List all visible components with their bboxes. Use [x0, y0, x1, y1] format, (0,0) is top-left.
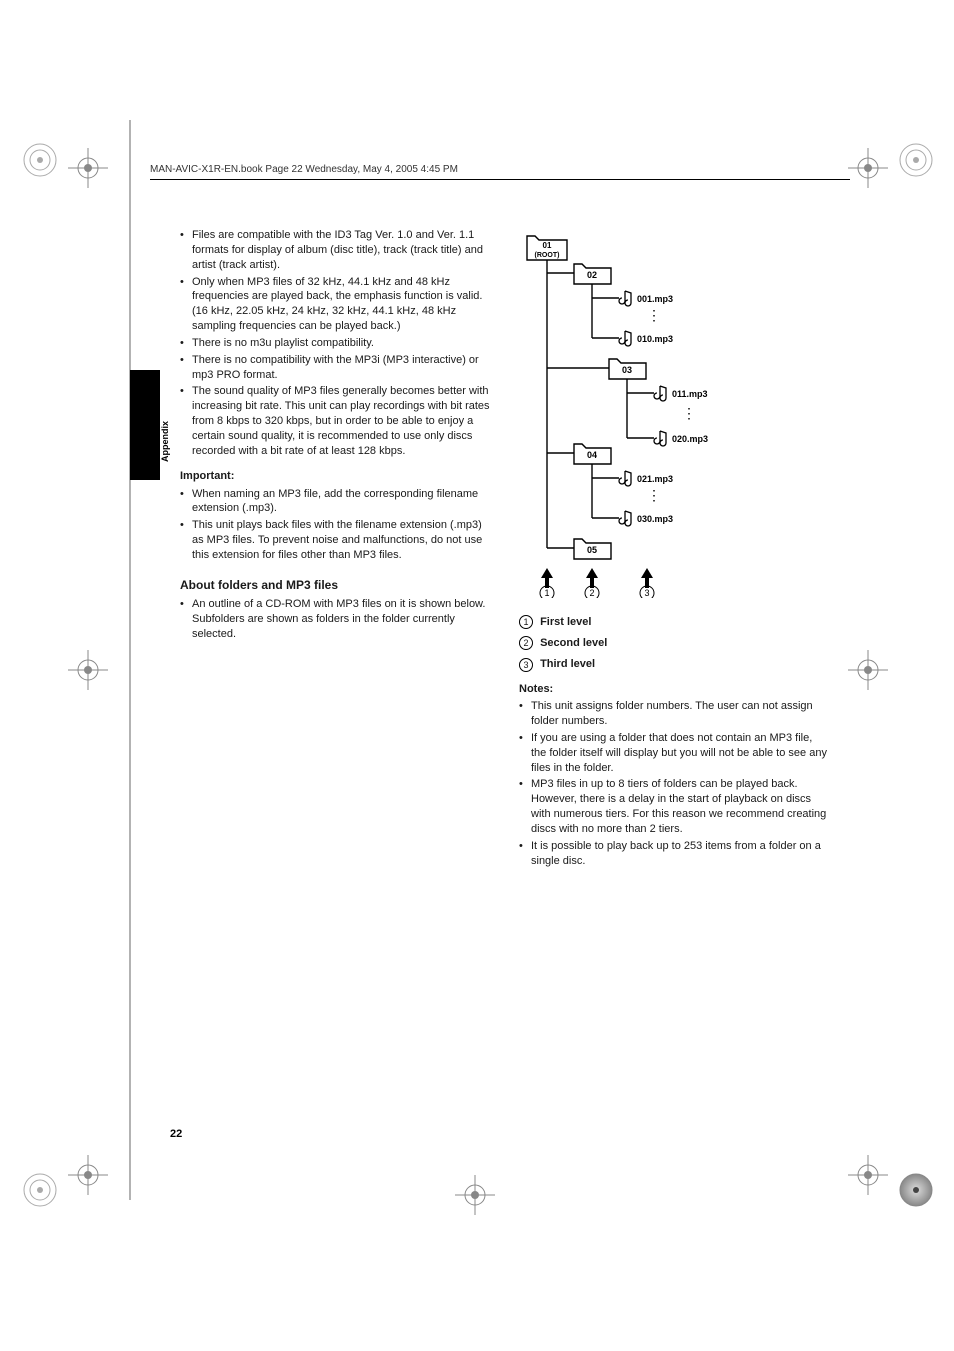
svg-text:011.mp3: 011.mp3	[672, 389, 708, 399]
svg-text:⋮: ⋮	[682, 405, 696, 421]
legend-num-3: 3	[519, 658, 533, 672]
svg-text:021.mp3: 021.mp3	[637, 474, 673, 484]
diagram-root-line2: (ROOT)	[535, 252, 560, 259]
list-item: This unit plays back files with the file…	[180, 518, 491, 563]
crop-mark-ml	[68, 650, 108, 690]
list-item: Only when MP3 files of 32 kHz, 44.1 kHz …	[180, 275, 491, 334]
legend-label-2: Second level	[540, 637, 607, 649]
corner-disc-bl	[20, 1170, 60, 1210]
list-item: This unit assigns folder numbers. The us…	[519, 699, 830, 729]
svg-text:2: 2	[589, 588, 594, 598]
important-bullet-list: When naming an MP3 file, add the corresp…	[180, 487, 491, 563]
important-heading: Important:	[180, 469, 491, 484]
corner-disc-tr	[896, 140, 936, 180]
crop-mark-tl	[68, 148, 108, 188]
diagram-root-line1: 01	[543, 241, 552, 250]
list-item: MP3 files in up to 8 tiers of folders ca…	[519, 777, 830, 836]
print-header: MAN-AVIC-X1R-EN.book Page 22 Wednesday, …	[150, 164, 850, 180]
list-item: The sound quality of MP3 files generally…	[180, 384, 491, 458]
notes-list: This unit assigns folder numbers. The us…	[519, 699, 830, 868]
svg-text:010.mp3: 010.mp3	[637, 334, 673, 344]
list-item: Files are compatible with the ID3 Tag Ve…	[180, 228, 491, 273]
legend-row-1: 1 First level	[519, 615, 830, 630]
svg-text:03: 03	[622, 365, 632, 375]
svg-text:030.mp3: 030.mp3	[637, 514, 673, 524]
svg-text:001.mp3: 001.mp3	[637, 294, 673, 304]
legend-label-3: Third level	[540, 658, 595, 670]
list-item: When naming an MP3 file, add the corresp…	[180, 487, 491, 517]
list-item: An outline of a CD-ROM with MP3 files on…	[180, 597, 491, 642]
svg-text:3: 3	[644, 588, 649, 598]
list-item: It is possible to play back up to 253 it…	[519, 839, 830, 869]
right-column: 01 (ROOT) 02 001.mp3 ⋮ 010.mp3	[519, 228, 830, 870]
svg-text:⋮: ⋮	[647, 307, 661, 323]
svg-text:04: 04	[587, 450, 597, 460]
list-item: There is no m3u playlist compatibility.	[180, 336, 491, 351]
crop-mark-bl	[68, 1155, 108, 1195]
notes-heading: Notes:	[519, 682, 830, 697]
legend-num-1: 1	[519, 615, 533, 629]
top-bullet-list: Files are compatible with the ID3 Tag Ve…	[180, 228, 491, 459]
list-item: There is no compatibility with the MP3i …	[180, 353, 491, 383]
folder-diagram: 01 (ROOT) 02 001.mp3 ⋮ 010.mp3	[519, 228, 830, 603]
svg-text:02: 02	[587, 270, 597, 280]
svg-text:1: 1	[544, 588, 549, 598]
about-heading: About folders and MP3 files	[180, 577, 491, 593]
svg-text:020.mp3: 020.mp3	[672, 434, 708, 444]
legend-label-1: First level	[540, 616, 591, 628]
about-bullet-list: An outline of a CD-ROM with MP3 files on…	[180, 597, 491, 642]
legend-num-2: 2	[519, 636, 533, 650]
left-column: Files are compatible with the ID3 Tag Ve…	[180, 228, 491, 870]
page-number: 22	[170, 1128, 182, 1140]
legend-row-3: 3 Third level	[519, 657, 830, 672]
corner-disc-tl	[20, 140, 60, 180]
svg-text:05: 05	[587, 545, 597, 555]
list-item: If you are using a folder that does not …	[519, 731, 830, 776]
section-tab	[130, 370, 160, 480]
svg-text:⋮: ⋮	[647, 487, 661, 503]
corner-disc-br	[896, 1170, 936, 1210]
legend-row-2: 2 Second level	[519, 636, 830, 651]
print-header-text: MAN-AVIC-X1R-EN.book Page 22 Wednesday, …	[150, 164, 458, 175]
